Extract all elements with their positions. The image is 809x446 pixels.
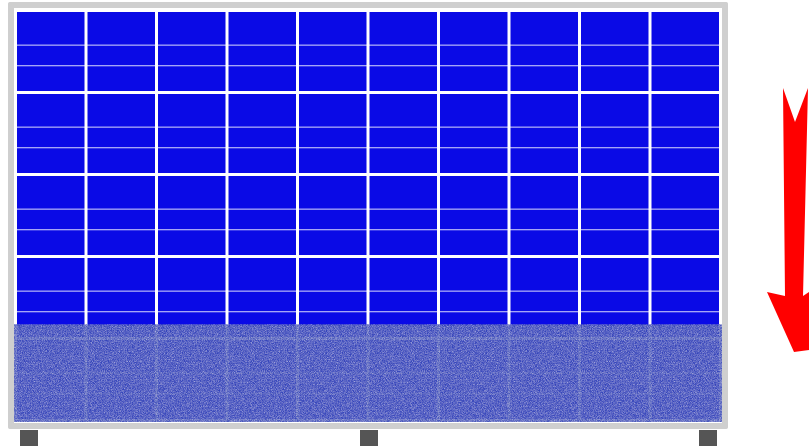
solar-cell — [87, 12, 155, 91]
solar-cell — [581, 176, 649, 255]
solar-cell — [299, 176, 367, 255]
solar-cell — [651, 176, 719, 255]
solar-cell — [581, 12, 649, 91]
solar-cell — [510, 258, 578, 337]
arrow-down-icon — [767, 88, 809, 352]
solar-cell — [158, 258, 226, 337]
solar-cell — [440, 176, 508, 255]
solar-cell — [510, 94, 578, 173]
solar-cell — [369, 176, 437, 255]
solar-cell — [299, 258, 367, 337]
solar-cell — [158, 176, 226, 255]
solar-cell — [369, 258, 437, 337]
solar-cell — [440, 258, 508, 337]
solar-cell — [87, 94, 155, 173]
panel-feet — [20, 430, 717, 446]
solar-cell — [87, 258, 155, 337]
solar-cell — [369, 94, 437, 173]
solar-cell — [369, 12, 437, 91]
solar-cell — [299, 94, 367, 173]
panel-foot — [20, 430, 38, 446]
panel-foot — [699, 430, 717, 446]
solar-cell — [228, 176, 296, 255]
solar-cell — [440, 94, 508, 173]
solar-cell — [510, 176, 578, 255]
solar-cell — [228, 258, 296, 337]
solar-cell — [299, 12, 367, 91]
solar-cell — [17, 258, 85, 337]
solar-cell — [228, 94, 296, 173]
solar-cell — [651, 258, 719, 337]
solar-cell — [581, 258, 649, 337]
solar-cell — [17, 12, 85, 91]
solar-cell — [158, 12, 226, 91]
solar-cell — [17, 94, 85, 173]
solar-cell — [87, 176, 155, 255]
solar-cell — [440, 12, 508, 91]
panel-foot — [360, 430, 378, 446]
soiling-layer — [14, 324, 722, 422]
solar-cell — [581, 94, 649, 173]
solar-cell — [510, 12, 578, 91]
solar-cell — [651, 94, 719, 173]
solar-cell — [651, 12, 719, 91]
solar-cell — [17, 176, 85, 255]
solar-cell — [228, 12, 296, 91]
solar-cell — [158, 94, 226, 173]
